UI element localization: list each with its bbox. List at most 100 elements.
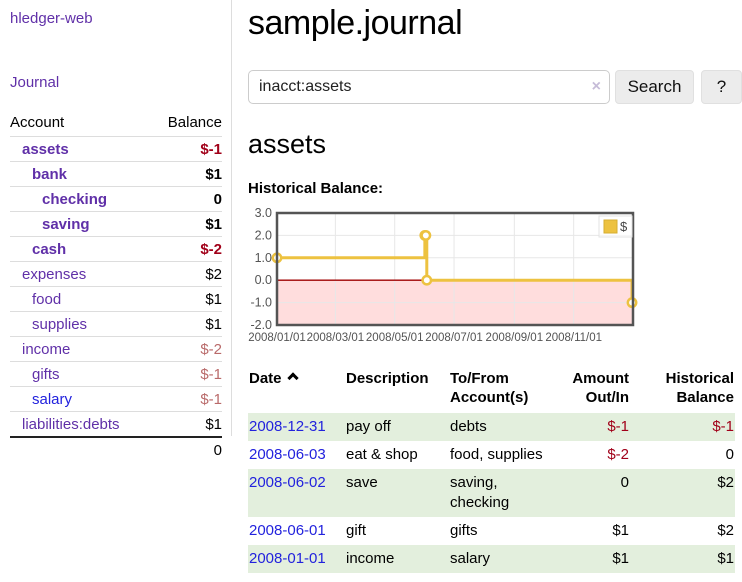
transaction-accounts: salary (450, 550, 491, 567)
account-row-bank: bank $1 (10, 161, 222, 186)
account-link-liabilities-debts[interactable]: liabilities:debts (22, 416, 120, 433)
clear-search-icon[interactable]: × (591, 78, 601, 95)
account-link-income[interactable]: income (22, 341, 71, 358)
account-balance: $1 (205, 166, 222, 183)
account-row-checking: checking 0 (10, 186, 222, 211)
column-header-amount: Amount Out/In (557, 367, 630, 413)
amount-header-line2: Out/In (585, 389, 629, 406)
tofrom-header-line1: To/From (450, 370, 509, 387)
main-content: sample.journal × Search ? assets Histori… (232, 0, 742, 582)
svg-text:2008/09/01: 2008/09/01 (486, 332, 544, 344)
account-row-cash: cash $-2 (10, 236, 222, 261)
transaction-accounts: debts (450, 418, 487, 435)
account-balance: $1 (205, 416, 222, 433)
register-row: 2008-06-02 save saving, checking 0 $2 (248, 469, 735, 517)
account-row-income: income $-2 (10, 336, 222, 361)
app-title: hledger-web (10, 10, 223, 28)
balance-header-line1: Historical (665, 370, 734, 387)
transaction-balance: 0 (725, 446, 734, 463)
account-link-salary[interactable]: salary (32, 391, 73, 408)
account-balance: $-2 (200, 241, 222, 258)
account-link-cash[interactable]: cash (32, 241, 67, 258)
sidebar-item-journal[interactable]: Journal (10, 74, 60, 91)
account-link-saving[interactable]: saving (42, 216, 90, 233)
account-balance: 0 (213, 191, 222, 208)
help-button[interactable]: ? (701, 70, 742, 104)
account-link-checking[interactable]: checking (42, 191, 108, 208)
register-row: 2008-06-01 gift gifts $1 $2 (248, 517, 735, 545)
balance-header-line2: Balance (676, 389, 734, 406)
transaction-date-link[interactable]: 2008-06-02 (249, 474, 326, 491)
accounts-total-row: 0 (10, 436, 222, 462)
transaction-description: pay off (346, 418, 391, 435)
accounts-table: Account Balance assets $-1 bank $1 check… (10, 110, 222, 462)
account-row-expenses: expenses $2 (10, 261, 222, 286)
description-header-label: Description (346, 370, 429, 387)
transaction-balance: $1 (717, 550, 734, 567)
account-row-supplies: supplies $1 (10, 311, 222, 336)
column-header-historical-balance: Historical Balance (630, 367, 735, 413)
transaction-date-link[interactable]: 2008-01-01 (249, 550, 326, 567)
svg-text:-1.0: -1.0 (250, 296, 272, 310)
column-header-date[interactable]: Date (248, 367, 345, 413)
column-header-description: Description (345, 367, 449, 413)
search-input-wrap: × (248, 70, 610, 104)
transaction-accounts: saving, checking (450, 474, 510, 511)
account-balance: $-1 (200, 366, 222, 383)
transaction-balance: $2 (717, 522, 734, 539)
svg-text:1.0: 1.0 (255, 251, 272, 265)
account-row-gifts: gifts $-1 (10, 361, 222, 386)
svg-text:3.0: 3.0 (255, 206, 272, 220)
svg-text:2008/01/01: 2008/01/01 (248, 332, 306, 344)
column-header-tofrom-accounts: To/From Account(s) (449, 367, 557, 413)
transaction-balance: $2 (717, 474, 734, 491)
transaction-amount: $1 (612, 550, 629, 567)
transaction-amount: $-2 (607, 446, 629, 463)
search-input[interactable] (248, 70, 610, 104)
amount-header-line1: Amount (572, 370, 629, 387)
account-balance: $1 (205, 216, 222, 233)
account-row-assets: assets $-1 (10, 136, 222, 161)
register-row: 2008-06-03 eat & shop food, supplies $-2… (248, 441, 735, 469)
account-balance: $-1 (200, 391, 222, 408)
tofrom-header-line2: Account(s) (450, 389, 529, 406)
svg-text:0.0: 0.0 (255, 273, 272, 287)
svg-text:2.0: 2.0 (255, 228, 272, 242)
transaction-description: save (346, 474, 378, 491)
transaction-description: eat & shop (346, 446, 418, 463)
transaction-date-link[interactable]: 2008-06-03 (249, 446, 326, 463)
register-header-row: Date Description To/From Account(s) Amou… (248, 367, 735, 413)
accounts-header-account: Account (10, 114, 65, 131)
account-link-assets[interactable]: assets (22, 141, 69, 158)
account-link-gifts[interactable]: gifts (32, 366, 60, 383)
account-balance: $1 (205, 316, 222, 333)
svg-text:$: $ (620, 219, 628, 234)
svg-text:2008/11/01: 2008/11/01 (545, 332, 602, 344)
account-row-salary: salary $-1 (10, 386, 222, 411)
account-link-expenses[interactable]: expenses (22, 266, 87, 283)
transaction-accounts: gifts (450, 522, 478, 539)
transaction-date-link[interactable]: 2008-12-31 (249, 418, 326, 435)
account-balance: $-1 (200, 141, 222, 158)
search-form: × Search ? (248, 70, 742, 104)
transaction-accounts: food, supplies (450, 446, 543, 463)
svg-text:2008/03/01: 2008/03/01 (307, 332, 365, 344)
account-balance: $2 (205, 266, 222, 283)
transaction-amount: 0 (620, 474, 629, 491)
app-title-link[interactable]: hledger-web (10, 10, 93, 27)
chart-title: Historical Balance: (248, 180, 384, 197)
register-row: 2008-12-31 pay off debts $-1 $-1 (248, 413, 735, 441)
account-link-bank[interactable]: bank (32, 166, 68, 183)
search-button[interactable]: Search (615, 70, 694, 104)
account-balance: $-2 (200, 341, 222, 358)
accounts-header-balance: Balance (167, 114, 222, 131)
account-link-food[interactable]: food (32, 291, 62, 308)
account-balance: $1 (205, 291, 222, 308)
page-title: sample.journal (248, 4, 463, 42)
account-row-food: food $1 (10, 286, 222, 311)
account-link-supplies[interactable]: supplies (32, 316, 88, 333)
transaction-date-link[interactable]: 2008-06-01 (249, 522, 326, 539)
svg-text:-2.0: -2.0 (250, 318, 272, 332)
